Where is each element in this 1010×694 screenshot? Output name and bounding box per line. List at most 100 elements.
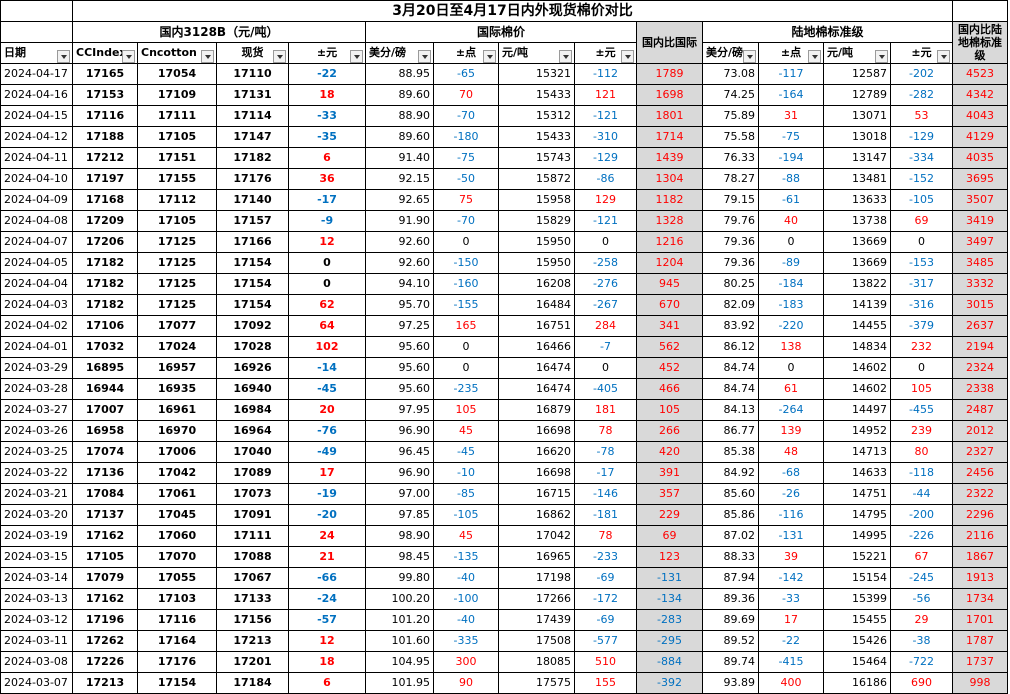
cell-dom-vs-intl[interactable]: 69 (636, 525, 703, 547)
cell-cncotton[interactable]: 17042 (137, 462, 217, 484)
cell-intl-d[interactable]: -112 (574, 63, 637, 85)
cell-intl-usc[interactable]: 92.60 (365, 231, 434, 253)
cell-spot[interactable]: 16964 (216, 420, 289, 442)
cell-intl-pts[interactable]: 165 (433, 315, 499, 337)
cell-intl-pts[interactable]: -50 (433, 168, 499, 190)
cell-land-d[interactable]: 80 (889, 441, 954, 463)
cell-intl-d[interactable]: -233 (574, 546, 637, 568)
cell-d-yuan[interactable]: 21 (288, 546, 366, 568)
cell-dom-vs-intl[interactable]: 1328 (636, 210, 703, 232)
cell-intl-yuan[interactable]: 17042 (498, 525, 575, 547)
cell-intl-usc[interactable]: 89.60 (365, 84, 434, 106)
cell-land-usc[interactable]: 86.77 (702, 420, 759, 442)
cell-land-usc[interactable]: 85.60 (702, 483, 759, 505)
cell-dom-vs-land[interactable]: 4129 (952, 126, 1009, 148)
cell-intl-usc[interactable]: 91.90 (365, 210, 434, 232)
cell-dom-vs-intl[interactable]: 1714 (636, 126, 703, 148)
cell-intl-usc[interactable]: 96.90 (365, 462, 434, 484)
cell-land-usc[interactable]: 87.02 (702, 525, 759, 547)
cell-intl-pts[interactable]: 70 (433, 84, 499, 106)
cell-d-yuan[interactable]: 102 (288, 336, 366, 358)
cell-land-yuan[interactable]: 14602 (823, 378, 891, 400)
cell-ccindex[interactable]: 17116 (72, 105, 138, 127)
cell-land-usc[interactable]: 86.12 (702, 336, 759, 358)
cell-cncotton[interactable]: 17116 (137, 609, 217, 631)
cell-land-pts[interactable]: -26 (758, 483, 824, 505)
cell-dom-vs-intl[interactable]: -283 (636, 609, 703, 631)
cell-dom-vs-intl[interactable]: 266 (636, 420, 703, 442)
cell-dom-vs-land[interactable]: 3695 (952, 168, 1009, 190)
cell-cncotton[interactable]: 17105 (137, 210, 217, 232)
cell-intl-pts[interactable]: -85 (433, 483, 499, 505)
cell-intl-yuan[interactable]: 17508 (498, 630, 575, 652)
cell-intl-pts[interactable]: -100 (433, 588, 499, 610)
cell-land-d[interactable]: -245 (889, 567, 954, 589)
cell-dom-vs-intl[interactable]: 1439 (636, 147, 703, 169)
cell-land-d[interactable]: -105 (889, 189, 954, 211)
cell-intl-d[interactable]: 78 (574, 420, 637, 442)
cell-land-d[interactable]: 239 (889, 420, 954, 442)
cell-date[interactable]: 2024-04-04 (0, 273, 73, 295)
cell-spot[interactable]: 17092 (216, 315, 289, 337)
cell-cncotton[interactable]: 17024 (137, 336, 217, 358)
cell-land-usc[interactable]: 89.74 (702, 651, 759, 673)
cell-land-yuan[interactable]: 13481 (823, 168, 891, 190)
cell-date[interactable]: 2024-04-02 (0, 315, 73, 337)
cell-land-pts[interactable]: -415 (758, 651, 824, 673)
cell-land-pts[interactable]: -164 (758, 84, 824, 106)
cell-date[interactable]: 2024-04-09 (0, 189, 73, 211)
cell-intl-pts[interactable]: -235 (433, 378, 499, 400)
cell-date[interactable]: 2024-04-11 (0, 147, 73, 169)
cell-intl-usc[interactable]: 97.85 (365, 504, 434, 526)
cell-d-yuan[interactable]: 12 (288, 231, 366, 253)
cell-ccindex[interactable]: 17182 (72, 273, 138, 295)
cell-intl-d[interactable]: 0 (574, 357, 637, 379)
cell-land-usc[interactable]: 84.74 (702, 357, 759, 379)
cell-d-yuan[interactable]: -20 (288, 504, 366, 526)
cell-cncotton[interactable]: 17176 (137, 651, 217, 673)
cell-date[interactable]: 2024-04-05 (0, 252, 73, 274)
cell-date[interactable]: 2024-03-26 (0, 420, 73, 442)
cell-d-yuan[interactable]: -33 (288, 105, 366, 127)
cell-cncotton[interactable]: 17112 (137, 189, 217, 211)
cell-d-yuan[interactable]: 36 (288, 168, 366, 190)
cell-land-pts[interactable]: -75 (758, 126, 824, 148)
cell-intl-yuan[interactable]: 16484 (498, 294, 575, 316)
cell-cncotton[interactable]: 16935 (137, 378, 217, 400)
cell-intl-yuan[interactable]: 15829 (498, 210, 575, 232)
cell-intl-pts[interactable]: 105 (433, 399, 499, 421)
cell-intl-pts[interactable]: -40 (433, 567, 499, 589)
cell-date[interactable]: 2024-04-16 (0, 84, 73, 106)
cell-cncotton[interactable]: 17105 (137, 126, 217, 148)
cell-dom-vs-land[interactable]: 4342 (952, 84, 1009, 106)
cell-intl-d[interactable]: -405 (574, 378, 637, 400)
header-land-d[interactable]: ±元 (889, 42, 954, 64)
cell-land-yuan[interactable]: 13018 (823, 126, 891, 148)
cell-dom-vs-land[interactable]: 4043 (952, 105, 1009, 127)
cell-date[interactable]: 2024-04-15 (0, 105, 73, 127)
cell-intl-d[interactable]: -121 (574, 210, 637, 232)
cell-spot[interactable]: 17040 (216, 441, 289, 463)
cell-land-yuan[interactable]: 14497 (823, 399, 891, 421)
cell-dom-vs-land[interactable]: 998 (952, 672, 1009, 694)
cell-land-usc[interactable]: 76.33 (702, 147, 759, 169)
cell-intl-d[interactable]: -267 (574, 294, 637, 316)
cell-d-yuan[interactable]: 6 (288, 672, 366, 694)
cell-intl-d[interactable]: -310 (574, 126, 637, 148)
cell-d-yuan[interactable]: -49 (288, 441, 366, 463)
cell-dom-vs-land[interactable]: 3419 (952, 210, 1009, 232)
cell-d-yuan[interactable]: 18 (288, 84, 366, 106)
cell-land-pts[interactable]: 400 (758, 672, 824, 694)
cell-land-usc[interactable]: 89.36 (702, 588, 759, 610)
cell-land-yuan[interactable]: 14713 (823, 441, 891, 463)
cell-intl-yuan[interactable]: 17266 (498, 588, 575, 610)
cell-dom-vs-land[interactable]: 2338 (952, 378, 1009, 400)
cell-cncotton[interactable]: 17111 (137, 105, 217, 127)
cell-intl-usc[interactable]: 95.70 (365, 294, 434, 316)
cell-dom-vs-intl[interactable]: 1698 (636, 84, 703, 106)
cell-land-yuan[interactable]: 15154 (823, 567, 891, 589)
cell-intl-yuan[interactable]: 15872 (498, 168, 575, 190)
cell-land-yuan[interactable]: 15455 (823, 609, 891, 631)
cell-dom-vs-land[interactable]: 1787 (952, 630, 1009, 652)
cell-intl-pts[interactable]: -150 (433, 252, 499, 274)
